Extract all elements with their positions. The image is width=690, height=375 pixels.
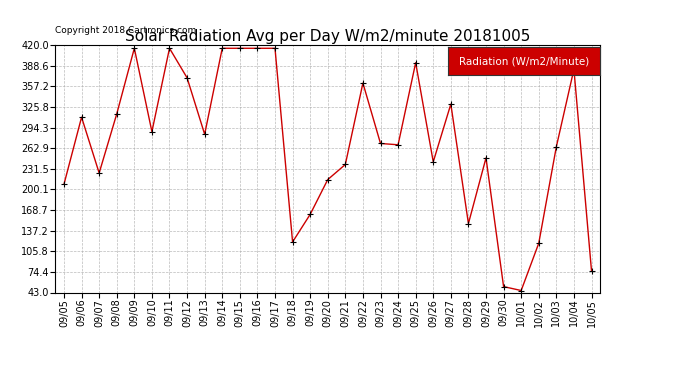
Text: Copyright 2018 Cartronics.com: Copyright 2018 Cartronics.com (55, 26, 197, 35)
Title: Solar Radiation Avg per Day W/m2/minute 20181005: Solar Radiation Avg per Day W/m2/minute … (125, 29, 531, 44)
